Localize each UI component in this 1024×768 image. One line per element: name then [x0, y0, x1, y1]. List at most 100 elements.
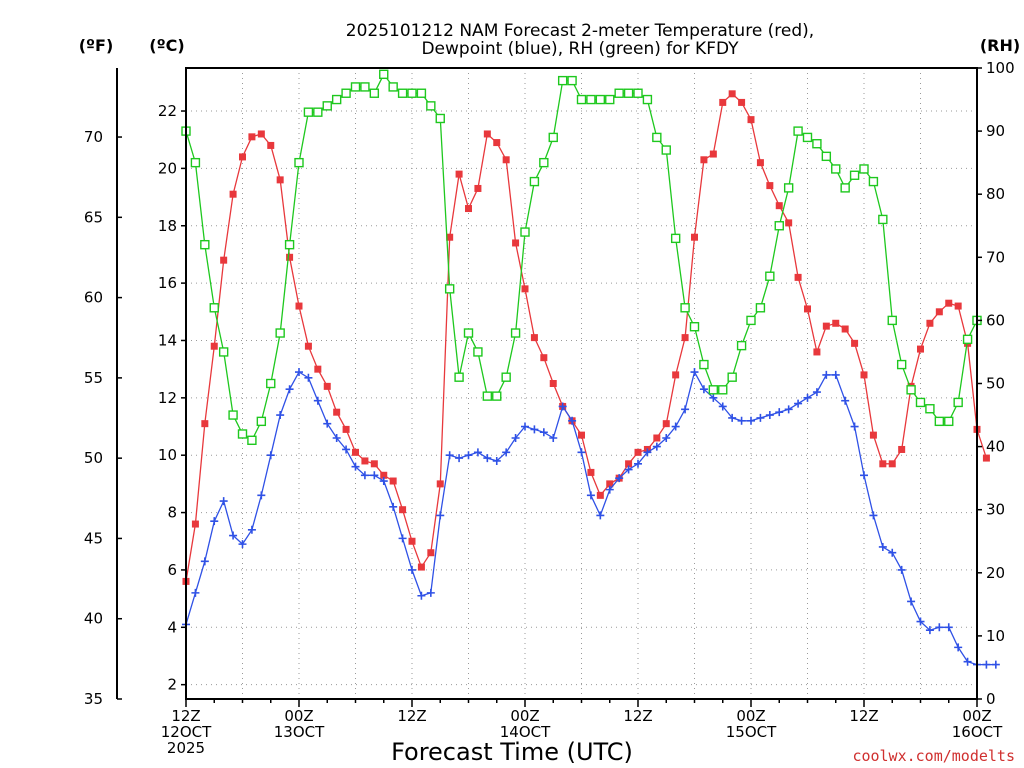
grid	[186, 68, 977, 699]
x-tick-label: 16OCT	[952, 723, 1003, 741]
rh-point	[435, 113, 445, 124]
x-tick-label: 15OCT	[726, 723, 777, 741]
celsius-tick-label: 12	[158, 389, 177, 407]
temperature-point	[267, 141, 275, 149]
dewpoint-point	[417, 591, 426, 600]
source-credit: coolwx.com/modelts	[852, 747, 1015, 765]
temperature-point	[700, 156, 708, 164]
dewpoint-point	[351, 462, 360, 471]
rh-point	[294, 157, 304, 168]
rh-point	[529, 176, 540, 187]
rh-series	[181, 69, 982, 445]
series-layer	[181, 69, 1000, 669]
temperature-point	[982, 454, 990, 462]
dewpoint-point	[652, 442, 661, 451]
rh-point	[557, 75, 568, 86]
fahrenheit-tick-label: 50	[84, 449, 103, 467]
dewpoint-point	[841, 396, 850, 405]
temperature-point	[314, 365, 322, 373]
rh-point	[661, 145, 671, 155]
temperature-point	[389, 477, 397, 485]
rh-tick-label: 50	[986, 375, 1005, 393]
rh-point	[218, 347, 229, 357]
rh-point	[605, 94, 615, 105]
dewpoint-point	[464, 451, 473, 460]
temperature-point	[841, 325, 849, 333]
temperature-point	[370, 460, 378, 468]
rh-point	[360, 82, 370, 92]
dewpoint-point	[408, 565, 416, 574]
dewpoint-point	[342, 445, 351, 454]
dewpoint-point	[483, 454, 492, 463]
rh-point	[915, 397, 926, 408]
temperature-point	[625, 460, 633, 468]
temperature-point	[530, 334, 538, 342]
rh-line	[185, 73, 978, 442]
dewpoint-point	[954, 643, 963, 652]
temperature-point	[521, 285, 529, 293]
celsius-tick-label: 22	[158, 102, 177, 120]
rh-point	[444, 284, 455, 294]
temperature-point	[342, 425, 350, 433]
rh-point	[416, 88, 427, 98]
rh-point	[670, 233, 681, 244]
temperature-point	[549, 380, 557, 387]
rh-point	[341, 88, 351, 98]
dewpoint-point	[191, 588, 200, 597]
temperature-point	[804, 305, 811, 313]
axes: 2 4 6 8 10 12 14 16 18 20 22 35 40 45 50 55 60 65 70 0 10 20 3…	[84, 59, 1015, 757]
rh-point	[652, 132, 662, 143]
dewpoint-point	[257, 491, 266, 500]
dewpoint-point	[888, 548, 897, 557]
rh-point	[831, 164, 841, 174]
dewpoint-point	[615, 474, 624, 483]
temperature-point	[295, 302, 303, 310]
temperature-point	[229, 190, 237, 198]
dewpoint-point	[577, 448, 586, 457]
celsius-tick-label: 14	[158, 331, 177, 349]
rh-tick-label: 20	[986, 564, 1005, 582]
rh-tick-label: 100	[986, 59, 1015, 77]
x-tick-label: 14OCT	[500, 723, 551, 741]
rh-unit-label: (RH)	[980, 36, 1020, 55]
dewpoint-point	[285, 385, 294, 394]
temperature-point	[427, 549, 435, 557]
dewpoint-point	[991, 660, 1000, 669]
celsius-tick-label: 18	[158, 217, 177, 235]
rh-point	[727, 372, 737, 382]
rh-point	[680, 303, 690, 313]
rh-point	[350, 82, 361, 92]
temperature-point	[276, 176, 284, 184]
dewpoint-point	[982, 660, 991, 669]
rh-point	[275, 328, 285, 338]
x-axis-label: Forecast Time (UTC)	[391, 738, 633, 766]
temperature-point	[399, 506, 407, 514]
dewpoint-point	[605, 485, 614, 494]
rh-point	[369, 88, 380, 98]
rh-point	[200, 239, 210, 250]
dewpoint-point	[624, 465, 633, 474]
temperature-point	[917, 345, 924, 353]
rh-point	[209, 303, 219, 313]
rh-point	[868, 176, 879, 187]
dewpoint-point	[219, 497, 228, 506]
temperature-point	[323, 382, 331, 390]
rh-point	[783, 183, 794, 193]
temperature-point	[954, 302, 962, 310]
rh-point	[482, 391, 493, 401]
dewpoint-point	[747, 416, 755, 425]
fahrenheit-tick-label: 35	[84, 690, 103, 708]
temperature-point	[672, 371, 680, 379]
fahrenheit-unit-label: (ºF)	[79, 36, 114, 55]
temperature-point	[681, 334, 689, 342]
x-tick-label: 12OCT	[161, 723, 212, 741]
fahrenheit-tick-label: 65	[84, 208, 103, 226]
dewpoint-point	[266, 451, 275, 460]
rh-point	[755, 303, 766, 313]
dewpoint-point	[916, 617, 925, 626]
temperature-series	[182, 90, 990, 585]
dewpoint-point	[586, 491, 595, 500]
rh-point	[821, 151, 832, 162]
temperature-point	[898, 445, 906, 453]
dewpoint-point	[473, 448, 482, 457]
